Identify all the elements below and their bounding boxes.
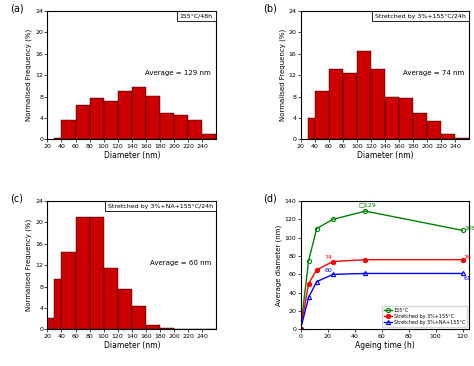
Bar bbox=[118, 91, 132, 139]
155°C bbox=[363, 209, 368, 213]
Text: Average = 60 nm: Average = 60 nm bbox=[150, 259, 211, 266]
Bar bbox=[75, 217, 90, 329]
Bar bbox=[90, 217, 104, 329]
Text: □129: □129 bbox=[358, 202, 376, 208]
Stretched by 3%+155°C bbox=[363, 258, 368, 262]
Bar bbox=[343, 72, 357, 139]
Stretched by 3%+NA+155°C bbox=[363, 271, 368, 276]
Bar bbox=[371, 69, 385, 139]
Y-axis label: Normalised Frequency (%): Normalised Frequency (%) bbox=[26, 29, 32, 121]
Bar bbox=[146, 325, 160, 329]
155°C bbox=[330, 217, 336, 221]
Bar bbox=[427, 121, 441, 139]
Bar bbox=[104, 268, 118, 329]
Bar bbox=[75, 105, 90, 139]
Text: 108: 108 bbox=[464, 226, 474, 231]
Bar bbox=[160, 113, 174, 139]
Bar bbox=[399, 98, 413, 139]
Y-axis label: Normalised Frequency (%): Normalised Frequency (%) bbox=[279, 29, 285, 121]
Text: Average = 74 nm: Average = 74 nm bbox=[403, 70, 464, 76]
Stretched by 3%+155°C bbox=[330, 259, 336, 264]
Bar bbox=[132, 306, 146, 329]
Bar bbox=[55, 138, 68, 139]
155°C bbox=[306, 258, 311, 263]
Bar bbox=[441, 134, 455, 139]
Text: Stretched by 3%+NA+155°C/24h: Stretched by 3%+NA+155°C/24h bbox=[108, 203, 213, 209]
Bar bbox=[174, 115, 188, 139]
Bar bbox=[455, 138, 469, 139]
Stretched by 3%+NA+155°C bbox=[314, 280, 319, 284]
Bar bbox=[202, 134, 216, 139]
Stretched by 3%+NA+155°C bbox=[306, 295, 311, 299]
Legend: 155°C, Stretched by 3%+155°C, Stretched by 3%+NA+155°C: 155°C, Stretched by 3%+155°C, Stretched … bbox=[383, 306, 467, 327]
Text: 155°C/48h: 155°C/48h bbox=[180, 14, 213, 19]
Stretched by 3%+NA+155°C bbox=[298, 327, 303, 332]
Bar bbox=[62, 252, 75, 329]
Stretched by 3%+NA+155°C bbox=[330, 272, 336, 277]
155°C bbox=[314, 226, 319, 231]
Text: 74: 74 bbox=[325, 255, 333, 260]
Bar bbox=[315, 91, 328, 139]
Stretched by 3%+NA+155°C bbox=[460, 271, 465, 276]
Bar bbox=[188, 120, 202, 139]
Bar bbox=[132, 87, 146, 139]
X-axis label: Diameter (nm): Diameter (nm) bbox=[103, 151, 160, 160]
Text: Stretched by 3%+155°C/24h: Stretched by 3%+155°C/24h bbox=[375, 14, 466, 19]
Bar bbox=[328, 69, 343, 139]
Text: (b): (b) bbox=[264, 3, 277, 13]
Line: Stretched by 3%+155°C: Stretched by 3%+155°C bbox=[299, 258, 465, 332]
Stretched by 3%+155°C bbox=[460, 258, 465, 262]
Bar bbox=[55, 279, 68, 329]
Text: 61: 61 bbox=[464, 276, 472, 281]
Text: (c): (c) bbox=[10, 193, 23, 203]
Bar bbox=[90, 98, 104, 139]
Y-axis label: Normalised Frequency (%): Normalised Frequency (%) bbox=[26, 219, 32, 311]
Bar bbox=[160, 328, 174, 329]
Bar bbox=[413, 113, 427, 139]
Stretched by 3%+155°C bbox=[306, 281, 311, 286]
Stretched by 3%+155°C bbox=[298, 327, 303, 332]
X-axis label: Diameter (nm): Diameter (nm) bbox=[103, 341, 160, 350]
Stretched by 3%+155°C bbox=[314, 268, 319, 272]
Bar bbox=[118, 289, 132, 329]
Bar bbox=[47, 318, 62, 329]
Line: Stretched by 3%+NA+155°C: Stretched by 3%+NA+155°C bbox=[299, 271, 465, 332]
Text: 76: 76 bbox=[464, 255, 472, 260]
Text: 60: 60 bbox=[325, 268, 333, 273]
Bar bbox=[308, 118, 321, 139]
Text: (d): (d) bbox=[264, 193, 277, 203]
X-axis label: Diameter (nm): Diameter (nm) bbox=[356, 151, 413, 160]
Bar bbox=[385, 97, 399, 139]
Line: 155°C: 155°C bbox=[299, 209, 465, 332]
Bar bbox=[146, 96, 160, 139]
X-axis label: Ageing time (h): Ageing time (h) bbox=[355, 341, 415, 350]
Text: Average = 129 nm: Average = 129 nm bbox=[146, 70, 211, 76]
Bar bbox=[357, 51, 371, 139]
Y-axis label: Average diameter (nm): Average diameter (nm) bbox=[275, 225, 282, 306]
155°C bbox=[460, 228, 465, 232]
155°C bbox=[298, 327, 303, 332]
Text: (a): (a) bbox=[10, 3, 24, 13]
Bar bbox=[104, 101, 118, 139]
Bar bbox=[62, 120, 75, 139]
